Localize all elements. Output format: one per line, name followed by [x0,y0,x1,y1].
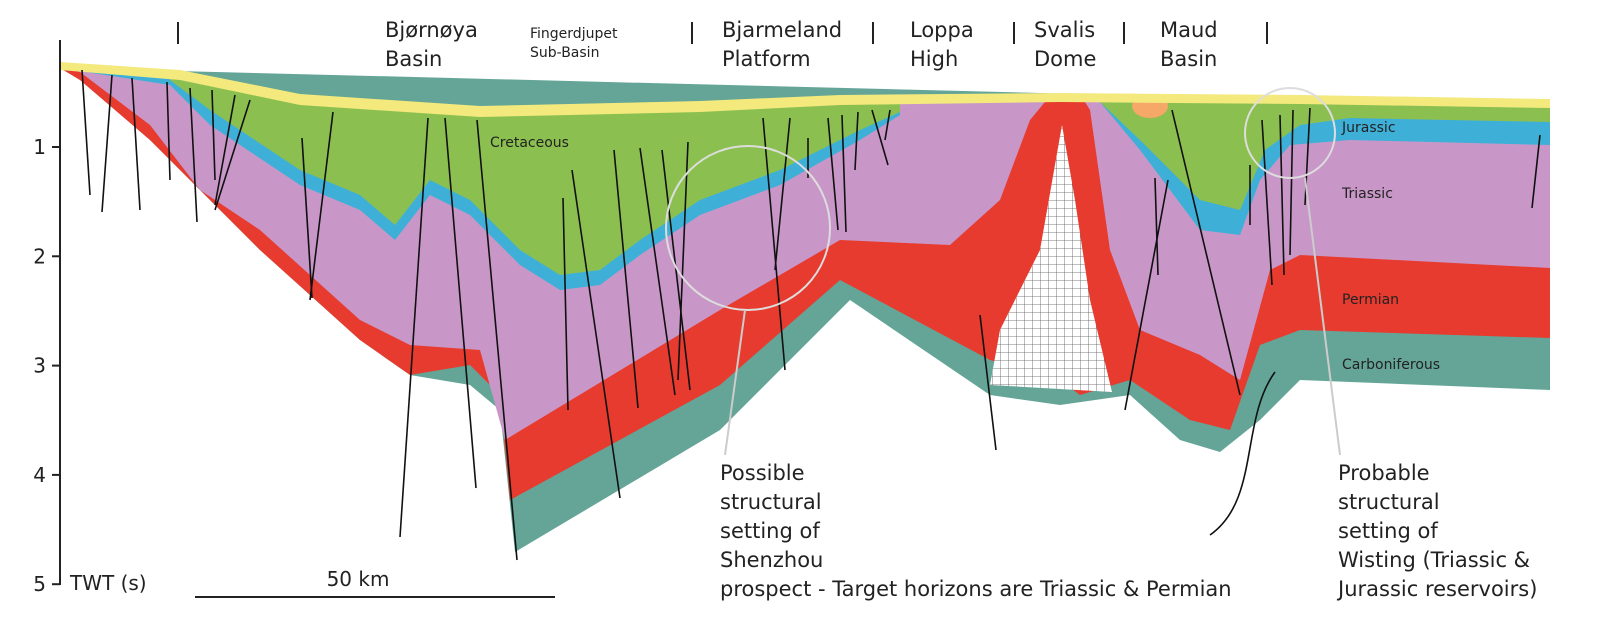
annotation: Possible [720,461,805,485]
annotation: setting of [1338,519,1438,543]
fault [613,149,639,409]
fault [841,114,847,233]
tick-label: 1 [33,135,46,159]
fault [211,89,216,181]
region-label: Fingerdjupet [530,26,618,42]
leader-line [1304,177,1341,456]
fault [661,149,691,391]
tick-label: 4 [33,463,46,487]
cretaceous-layer [170,78,900,275]
salt-dome [990,125,1112,392]
region-label: Svalis [1034,18,1095,42]
scale-bar-label: 50 km [327,567,390,591]
fault [1531,134,1541,209]
fault [214,99,251,211]
annotation: Jurassic reservoirs) [1336,577,1537,601]
layer-label: Triassic [1341,186,1393,202]
region-label: Dome [1034,47,1096,71]
fault [444,117,477,489]
fault [827,117,839,231]
annotation: Wisting (Triassic & [1338,548,1530,572]
fault [854,111,859,171]
region-label: Sub-Basin [530,45,599,61]
region-label: Basin [1160,47,1217,71]
tick-label: 5 [33,572,46,596]
fault [979,314,997,451]
fault [562,197,569,411]
layer-label: Carboniferous [1342,357,1440,373]
leader-line [724,309,746,456]
region-label: Bjarmeland [722,18,842,42]
region-label: Maud [1160,18,1218,42]
layer-label: Permian [1342,292,1399,308]
fault [214,94,236,206]
fault [639,147,676,396]
fault [762,117,786,371]
fault [189,87,198,223]
fault [81,69,91,196]
fault [677,141,689,381]
region-label: High [910,47,958,71]
fault [1289,109,1294,256]
region-label: Loppa [910,18,974,42]
annotation: Shenzhou [720,548,823,572]
highlight-circle [665,145,831,311]
fault [301,137,313,299]
fault [309,111,334,301]
annotation: structural [1338,490,1440,514]
tick-label: 3 [33,354,46,378]
layer-label: Jurassic [1341,120,1396,136]
fault [131,77,141,211]
layer-label: Cretaceous [490,135,569,151]
fault [884,109,891,141]
fault [166,81,171,181]
fault [571,169,621,499]
fault [1261,119,1273,286]
annotation: Probable [1338,461,1430,485]
fault [774,117,791,271]
region-label: Basin [385,47,442,71]
fault [871,109,889,166]
fault [1171,109,1241,396]
fault [1209,371,1276,536]
fault [399,117,429,538]
annotation: setting of [720,519,820,543]
fault [1154,177,1159,276]
tick-label: 2 [33,244,46,268]
fault [1279,114,1285,276]
region-label: Platform [722,47,811,71]
cretaceous-layer-right [1100,102,1550,210]
region-label: Bjørnøya [385,18,478,42]
highlight-circle [1244,87,1336,179]
fault [476,119,518,561]
axis-label: TWT (s) [69,571,147,595]
annotation: structural [720,490,822,514]
fault [1124,179,1169,411]
seabed-layer [60,62,1550,117]
annotation: prospect - Target horizons are Triassic … [720,577,1232,601]
fault [101,74,113,213]
